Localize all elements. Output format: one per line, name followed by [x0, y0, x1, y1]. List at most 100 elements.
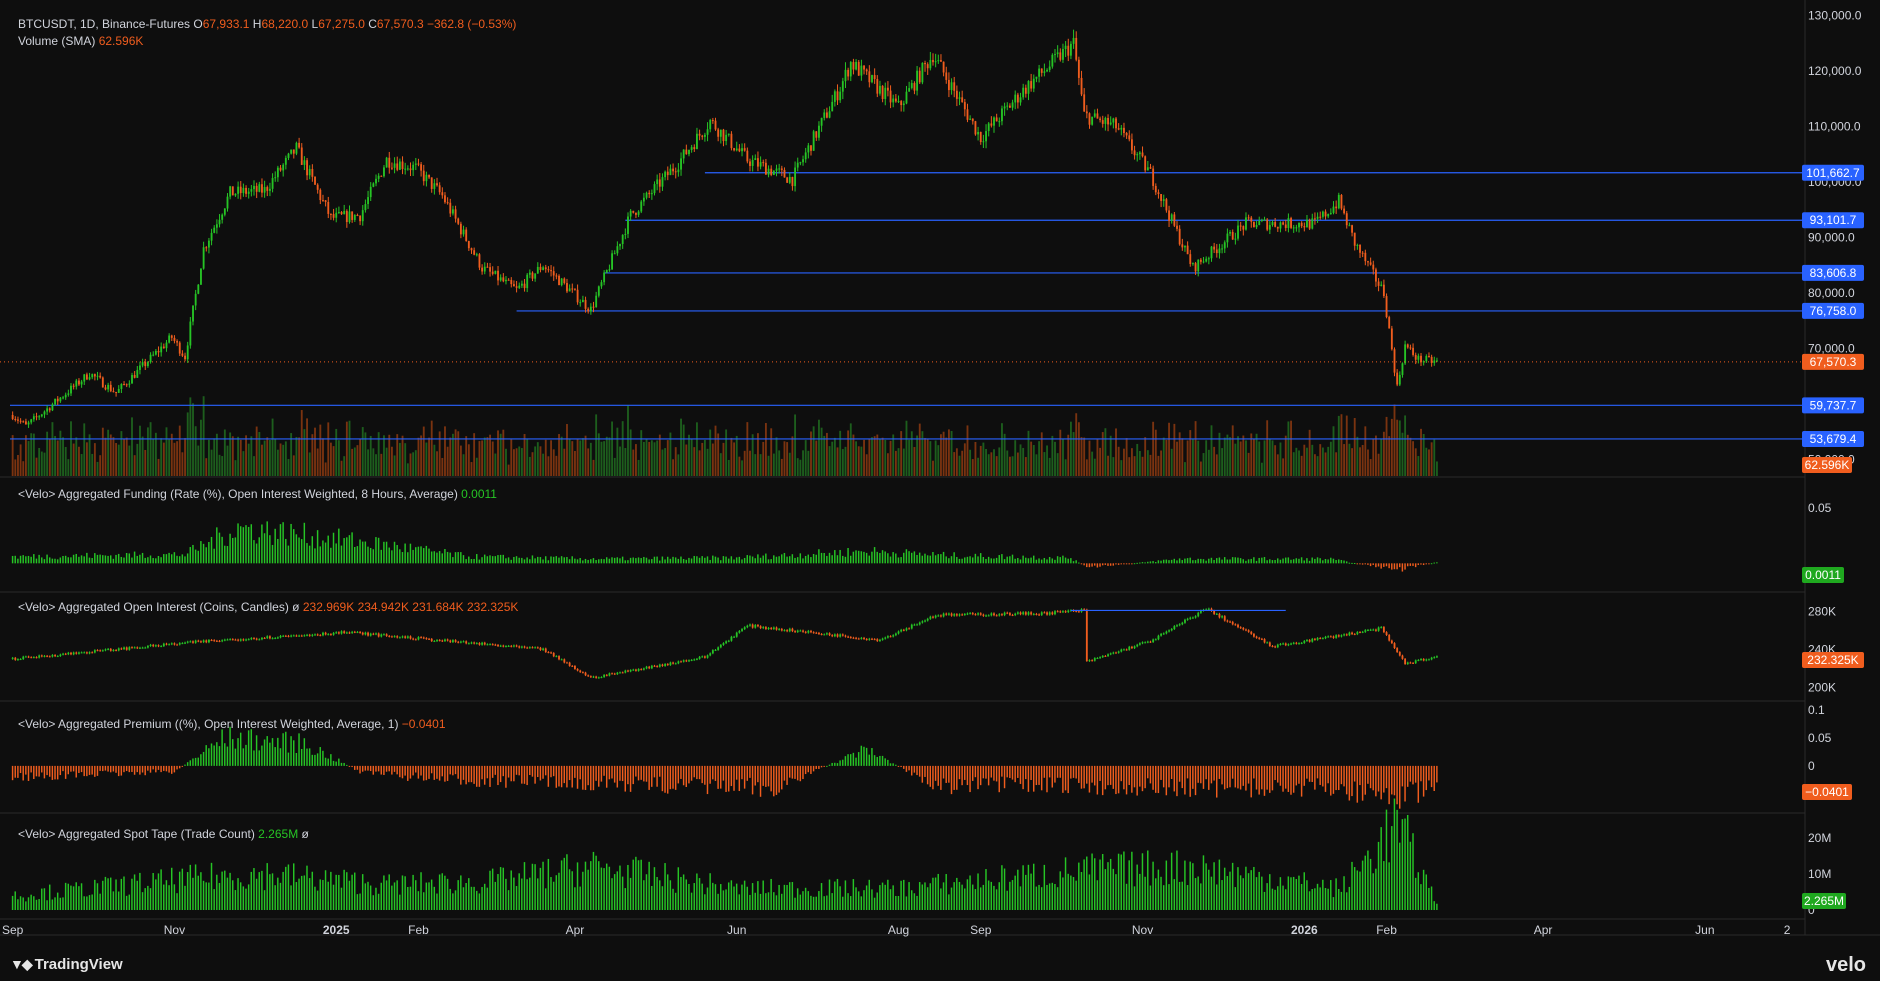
funding-bar	[1253, 557, 1255, 564]
premium-bar	[624, 765, 626, 792]
premium-bar	[669, 765, 672, 790]
oi-candle-body	[963, 614, 966, 616]
oi-tick-label: 200K	[1808, 680, 1836, 694]
candle-body	[926, 64, 929, 69]
spot-bar	[478, 893, 481, 910]
premium-bar	[1269, 765, 1271, 793]
oi-candle-body	[929, 616, 932, 619]
volume-bar	[998, 447, 1001, 476]
candle-body	[396, 163, 399, 170]
volume-bar	[229, 432, 232, 476]
premium-bar	[38, 765, 40, 777]
funding-legend-label: <Velo> Aggregated Funding (Rate (%), Ope…	[18, 487, 461, 501]
oi-candle-body	[332, 632, 335, 635]
volume-bar	[1149, 454, 1152, 476]
oi-candle-body	[459, 641, 462, 643]
volume-bar	[1380, 438, 1383, 476]
spot-bar	[1327, 888, 1329, 910]
premium-bar	[876, 756, 878, 766]
volume-bar	[1348, 443, 1351, 476]
volume-bar	[19, 444, 22, 476]
premium-bar	[1420, 765, 1422, 782]
candle-body	[1282, 222, 1285, 225]
spot-bar	[391, 885, 393, 910]
oi-candle-body	[865, 638, 868, 640]
premium-bar	[1064, 765, 1067, 791]
volume-bar	[786, 442, 789, 476]
premium-bar	[141, 765, 144, 773]
premium-bar	[213, 745, 215, 766]
premium-bar	[871, 748, 873, 766]
candle-body	[292, 149, 295, 154]
funding-bar	[1011, 554, 1014, 564]
spot-bar	[982, 884, 985, 910]
oi-candle-body	[849, 637, 852, 639]
oi-candle-body	[558, 656, 560, 660]
candle-body	[690, 147, 693, 150]
oi-candle-body	[1343, 634, 1346, 636]
volume-bar	[735, 435, 738, 476]
candle-body	[621, 234, 624, 244]
oi-candle-body	[245, 639, 247, 641]
premium-bar	[306, 748, 308, 766]
time-tick-label: Nov	[1132, 923, 1153, 937]
volume-badge-label: 62.596K	[1805, 458, 1850, 472]
candle-body	[775, 168, 778, 171]
volume-bar	[1001, 423, 1003, 476]
volume-bar	[515, 448, 518, 476]
volume-bar	[947, 429, 950, 476]
premium-bar	[436, 765, 438, 779]
spot-bar	[735, 883, 738, 910]
volume-bar	[1218, 432, 1221, 476]
spot-bar	[168, 885, 170, 910]
candle-body	[1348, 225, 1351, 227]
tradingview-logo[interactable]: ▼◆ TradingView	[10, 956, 123, 973]
oi-candle-body	[836, 634, 839, 637]
oi-candle-body	[1178, 624, 1181, 626]
oi-candle-body	[239, 639, 242, 641]
volume-bar	[284, 441, 287, 476]
volume-bar	[510, 439, 513, 476]
premium-bar	[17, 765, 19, 778]
funding-bar	[35, 558, 38, 564]
volume-bar	[528, 456, 531, 476]
oi-candle-body	[80, 652, 83, 654]
premium-bar	[433, 765, 436, 780]
spot-bar	[616, 871, 619, 910]
volume-bar	[1319, 444, 1322, 476]
oi-candle-body	[1308, 640, 1311, 642]
spot-legend-extra: ø	[298, 827, 309, 841]
funding-bar	[956, 556, 958, 564]
premium-bar	[544, 765, 547, 776]
funding-bar	[274, 528, 276, 564]
premium-bar	[269, 742, 271, 766]
funding-bar	[783, 552, 786, 564]
spot-bar	[1192, 863, 1194, 910]
volume-bar	[459, 445, 462, 476]
funding-bar	[892, 552, 894, 564]
premium-bar	[770, 765, 772, 792]
spot-bar	[1422, 869, 1425, 910]
spot-bar	[1332, 897, 1335, 910]
funding-bar	[354, 546, 356, 564]
premium-bar	[144, 765, 146, 776]
volume-bar	[462, 454, 465, 476]
premium-bar	[1054, 765, 1056, 783]
oi-candle-body	[64, 653, 67, 655]
candle-body	[905, 91, 908, 104]
funding-bar	[587, 559, 589, 564]
oi-candle-body	[1430, 657, 1433, 660]
candle-body	[120, 384, 123, 389]
premium-bar	[502, 765, 504, 777]
spot-bar	[1343, 876, 1345, 910]
funding-bar	[844, 556, 847, 564]
oi-candle-body	[409, 636, 412, 639]
symbol-label[interactable]: BTCUSDT, 1D, Binance-Futures	[18, 17, 193, 31]
oi-candle-body	[550, 652, 552, 654]
candle-body	[383, 167, 385, 177]
premium-bar	[112, 765, 115, 772]
oi-candle-body	[947, 613, 950, 615]
volume-bar	[444, 426, 446, 476]
candle-body	[475, 254, 478, 256]
